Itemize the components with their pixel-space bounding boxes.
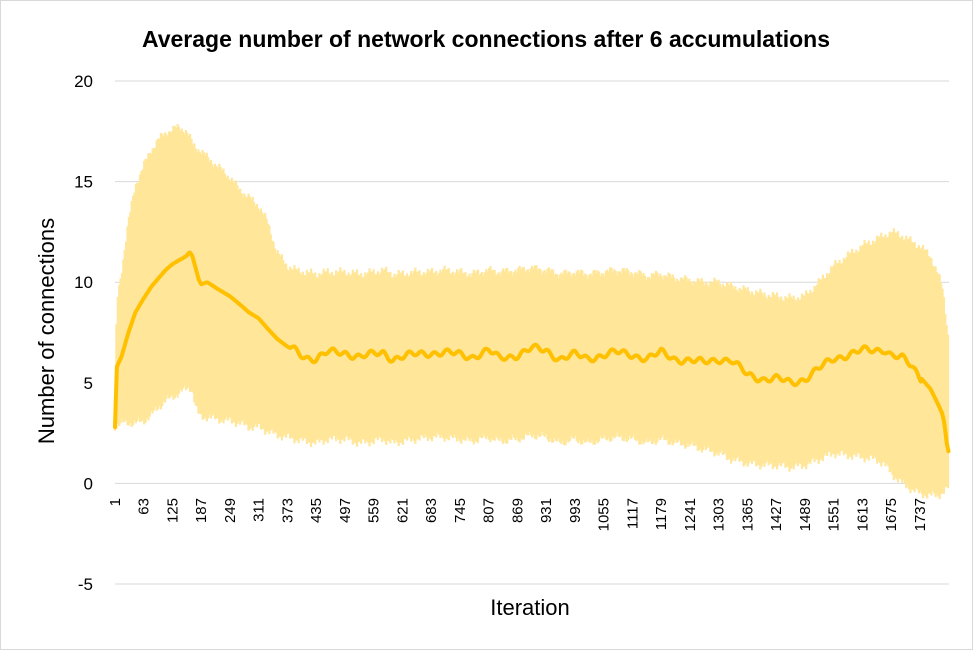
y-tick-label: 5: [84, 374, 93, 393]
x-tick-label: 1055: [596, 498, 613, 531]
x-tick-label: 1179: [653, 498, 670, 530]
x-tick-labels: 1 63 125 187 249 311 373 435 497 559 621 683 745 807 8…: [107, 498, 929, 531]
x-tick-label: 1675: [883, 498, 900, 531]
x-tick-label: 1365: [739, 498, 756, 531]
x-tick-label: 683: [423, 498, 440, 523]
y-tick-label: 20: [74, 72, 93, 91]
x-tick-label: 63: [136, 498, 153, 515]
y-tick-label: 0: [84, 474, 93, 493]
mean-line-layer: [113, 250, 951, 454]
y-tick-label: 15: [74, 173, 93, 192]
x-tick-label: 373: [279, 498, 296, 523]
x-tick-label: 807: [481, 498, 498, 523]
y-axis-title: Number of connections: [34, 218, 59, 444]
error-band-layer: [113, 124, 950, 500]
x-tick-label: 869: [509, 498, 526, 523]
x-tick-label: 187: [193, 498, 210, 523]
x-tick-label: 1241: [682, 498, 699, 531]
mean-line: [113, 250, 951, 454]
x-tick-label: 1: [107, 498, 124, 506]
x-tick-label: 745: [452, 498, 469, 523]
x-tick-label: 559: [366, 498, 383, 523]
error-band: [113, 124, 950, 500]
x-tick-label: 125: [164, 498, 181, 523]
y-tick-label: -5: [78, 575, 93, 594]
x-tick-label: 931: [538, 498, 555, 523]
y-tick-label: 10: [74, 273, 93, 292]
x-tick-label: 1737: [912, 498, 929, 531]
x-tick-label: 621: [394, 498, 411, 523]
x-tick-label: 497: [337, 498, 354, 523]
y-tick-labels: -5 0 5 10 15 20: [74, 72, 93, 594]
x-tick-label: 1551: [826, 498, 843, 531]
x-tick-label: 1117: [624, 498, 641, 529]
x-tick-label: 1489: [797, 498, 814, 531]
x-tick-label: 993: [567, 498, 584, 523]
x-tick-label: 311: [251, 498, 268, 522]
x-axis-title: Iteration: [490, 595, 570, 620]
x-tick-label: 1303: [711, 498, 728, 531]
chart-title: Average number of network connections af…: [142, 26, 830, 52]
x-tick-label: 1427: [768, 498, 785, 531]
x-tick-label: 435: [308, 498, 325, 523]
x-tick-label: 249: [222, 498, 239, 523]
x-tick-label: 1613: [854, 498, 871, 531]
